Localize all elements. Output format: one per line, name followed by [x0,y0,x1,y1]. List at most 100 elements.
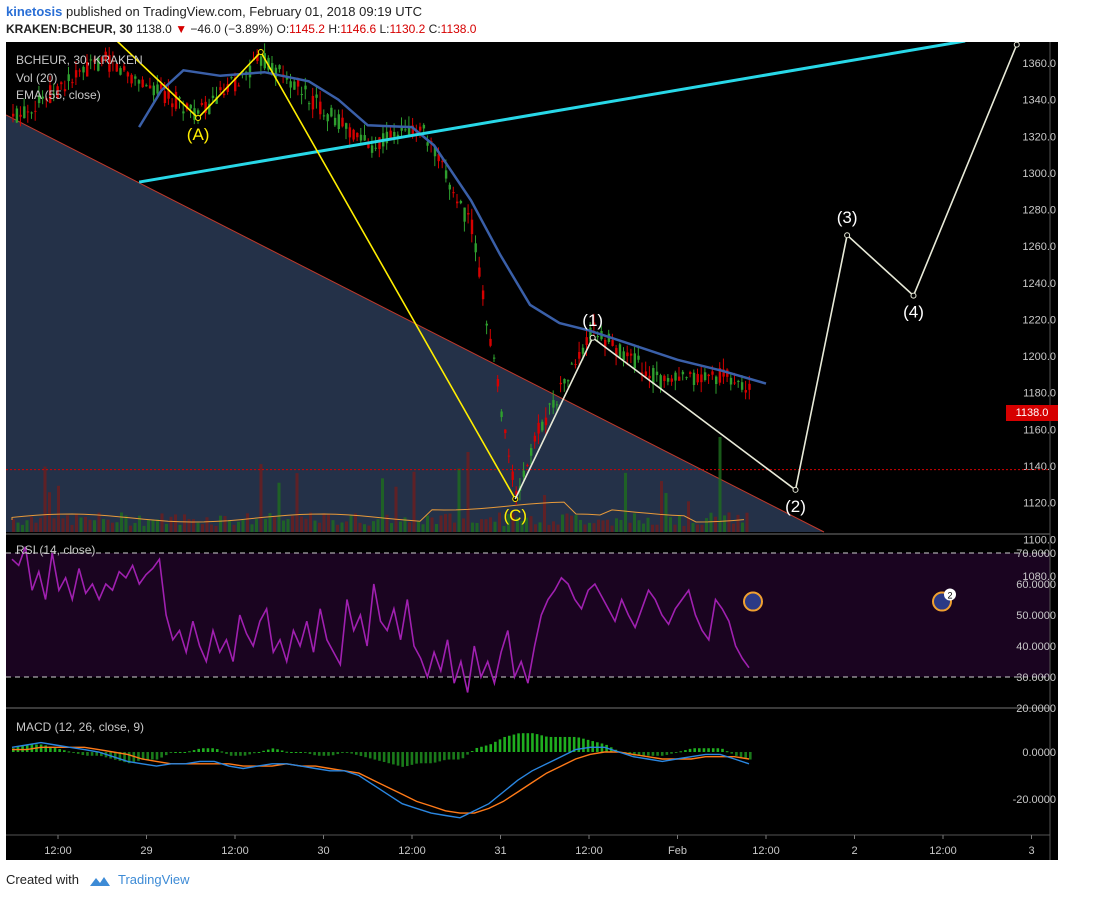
candle-body [367,143,370,148]
macd-legend[interactable]: MACD (12, 26, close, 9) [16,720,145,734]
volume-bar [304,518,308,532]
impulse-wave-label: (4) [903,303,924,322]
volume-bar [16,522,20,532]
rsi-axis-label: 70.0000 [1016,548,1056,560]
volume-bar [543,495,546,532]
candle-body [271,63,274,75]
candle-body [15,108,19,123]
candle-body [559,382,562,385]
candle-body [526,464,529,466]
tradingview-brand[interactable]: TradingView [118,872,190,887]
volume-bar [385,514,389,532]
volume-bar [741,522,744,532]
volume-bar [691,522,695,532]
time-axis-label: 3 [1028,845,1034,857]
macd-histogram-bar [304,752,307,753]
macd-histogram-bar [100,752,103,757]
volume-bar [439,515,443,532]
impulse-wave-point [589,334,596,341]
volume-bar [579,519,582,532]
macd-histogram-bar [290,752,293,753]
macd-histogram-bar [665,752,669,755]
author-name[interactable]: kinetosis [6,4,63,19]
macd-histogram-bar [234,752,238,756]
macd-histogram-bar [554,736,557,752]
candle-body [67,74,70,82]
volume-bar [394,486,398,532]
volume-bar [511,513,515,532]
open-label: O: [276,22,290,36]
macd-histogram-bar [322,752,326,756]
rsi-legend[interactable]: RSI (14, close) [16,543,96,557]
macd-histogram-bar [498,739,502,752]
macd-histogram-bar [558,736,562,752]
volume-bar [471,522,474,532]
chart-canvas[interactable]: 1360.0 1340.0 1320.0 1300.0 1280.0 1260.0 1240… [6,42,1058,860]
volume-bar [255,519,258,532]
candle-body [352,129,355,140]
macd-histogram-bar [405,752,409,767]
candle-body [537,422,540,434]
published-text: published on TradingView.com, February 0… [65,4,423,19]
macd-histogram-bar [317,752,321,756]
candle-body [459,200,463,204]
impulse-wave-label: (1) [582,311,603,330]
macd-histogram-bar [253,752,256,754]
macd-histogram-bar [62,750,66,752]
time-axis-label: 12:00 [575,845,603,857]
candle-body [544,417,548,426]
volume-bar [70,524,74,532]
volume-bar [619,519,623,532]
volume-bar [93,520,96,532]
macd-histogram-bar [484,745,488,752]
volume-bar [588,522,591,532]
macd-histogram-bar [331,752,335,756]
candle-body [289,81,292,88]
price-axis-label: 1200.0 [1022,351,1056,363]
macd-histogram-bar [443,752,446,761]
main-legend-title[interactable]: BCHEUR, 30, KRAKEN [16,53,143,67]
macd-histogram-bar [535,734,539,752]
rsi-axis-label: 50.0000 [1016,610,1056,622]
ascending-trend-line [138,42,966,184]
candle-body [552,400,555,408]
low-value: 1130.2 [389,22,426,36]
macd-histogram-bar [239,752,242,756]
candle-body [637,355,640,360]
macd-histogram-bar [387,752,391,764]
macd-histogram-bar [285,751,289,753]
candle-body [348,127,352,138]
created-with-text: Created with [6,872,79,887]
volume-bar [565,513,569,532]
candle-body [52,93,56,95]
volume-bar [457,468,461,532]
candle-body [433,146,437,157]
candle-body [267,57,270,70]
volume-bar [273,517,276,532]
volume-bar [633,513,636,532]
macd-histogram-bar [378,752,381,761]
candle-body [400,127,403,131]
candle-body [748,383,751,390]
macd-histogram-bar [25,744,29,752]
volume-bar [48,492,51,532]
volume-bar [61,518,65,532]
time-axis-label: 12:00 [929,845,957,857]
volume-bar [165,523,168,532]
volume-bar [718,437,722,532]
volume-bar [156,519,159,532]
last-price: 1138.0 [136,22,172,36]
vol-legend[interactable]: Vol (20) [16,71,58,85]
impulse-wave-point [844,232,851,239]
macd-signal-line [12,746,750,814]
candle-body [578,351,581,359]
price-axis-label: 1300.0 [1022,168,1056,180]
ema-legend[interactable]: EMA (55, close) [16,88,101,102]
volume-bar [732,523,735,532]
candle-body [34,110,37,112]
candle-body [359,134,363,141]
candle-body [452,192,455,194]
chart-area[interactable]: 1360.0 1340.0 1320.0 1300.0 1280.0 1260.0 1240… [6,42,1058,860]
candle-body [123,66,126,71]
volume-bar [183,514,186,532]
